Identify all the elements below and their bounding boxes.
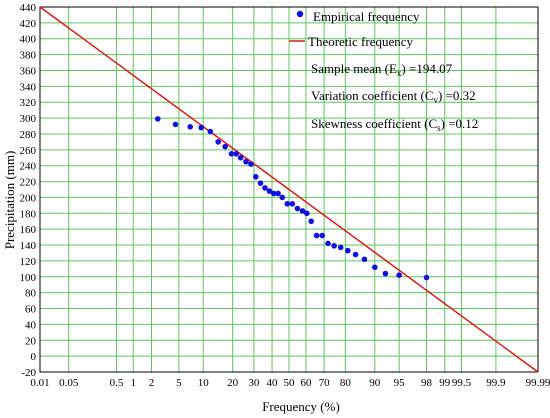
y-tick-label: 60 [25,304,37,316]
plot-area [39,6,539,373]
y-tick-label: 380 [20,50,37,62]
legend-theoretic-label: Theoretic frequency [308,34,414,49]
legend-empirical-marker [296,10,304,18]
x-tick-label: 99.9 [486,377,506,389]
empirical-point [172,121,179,128]
x-tick-label: 70 [319,377,331,389]
stat-sample-mean: Sample mean (Ex) =194.07 [311,61,453,78]
y-tick-label: 360 [20,65,37,77]
empirical-point [294,205,301,212]
x-tick-label: 0.5 [110,377,124,389]
x-tick-label: 20 [227,377,239,389]
y-tick-labels: -20 0 20 40 60 80 100 120 140 160 180 200 220 240 260 2… [20,2,37,379]
y-tick-label: 280 [20,129,37,141]
empirical-point [325,240,331,247]
empirical-point [233,150,239,157]
y-tick-label: 200 [20,192,37,204]
empirical-point [284,200,291,207]
empirical-point [207,128,214,135]
theoretic-frequency-line [39,6,539,373]
x-tick-label: 80 [340,377,352,389]
y-tick-label: 0 [31,351,37,363]
y-tick-label: 420 [20,18,37,30]
empirical-point [423,274,430,281]
empirical-point [308,218,315,225]
x-tick-label: 0.05 [59,377,79,389]
empirical-point [289,200,296,207]
empirical-point [331,243,337,249]
y-tick-label: 220 [20,177,37,189]
empirical-point [198,124,205,131]
x-axis-label: Frequency (%) [262,399,340,414]
empirical-point [279,194,286,201]
y-tick-label: 120 [20,256,37,268]
stat-skewness-coefficient: Skewness coefficient (Cs) =0.12 [311,116,478,133]
empirical-point [243,158,249,165]
empirical-point [396,272,402,278]
empirical-point [275,190,281,197]
theoretic-line-group [39,6,539,373]
legend-empirical-label: Empirical frequency [313,9,420,24]
empirical-point [344,247,351,254]
x-tick-label: 99.5 [452,377,472,389]
x-tick-label: 95 [394,377,406,389]
y-tick-label: 180 [20,208,37,220]
x-tick-label: 99.99 [526,377,550,389]
empirical-point [382,270,389,277]
x-tick-label: 1 [130,377,136,389]
y-tick-label: -20 [21,367,36,379]
y-tick-label: 40 [25,319,37,331]
y-tick-label: 300 [20,113,37,125]
empirical-point [337,244,344,251]
empirical-point [222,143,228,150]
y-tick-label: 100 [20,272,37,284]
empirical-point [253,174,259,180]
y-tick-label: 80 [25,288,37,300]
x-tick-label: 40 [267,377,279,389]
empirical-point [372,264,378,271]
legend: Empirical frequency Theoretic frequency … [289,9,478,133]
empirical-points-group [154,116,430,281]
x-tick-label: 60 [300,377,312,389]
stat-variation-coefficient: Variation coefficient (Cv) =0.32 [311,88,476,105]
y-tick-label: 440 [20,2,37,14]
empirical-point [262,185,268,191]
y-tick-label: 340 [20,81,37,93]
empirical-point [352,251,359,258]
empirical-point [215,139,221,145]
empirical-point [270,190,277,197]
y-tick-label: 240 [20,161,37,173]
empirical-point [257,180,264,186]
x-tick-label: 30 [248,377,260,389]
x-tick-label: 50 [284,377,296,389]
empirical-point [248,161,254,167]
x-tick-label: 10 [198,377,210,389]
empirical-point [299,208,306,214]
empirical-point [313,232,320,239]
x-tick-label: 5 [176,377,182,389]
y-tick-label: 320 [20,97,37,109]
empirical-point [187,124,193,130]
y-tick-label: 160 [20,224,37,236]
y-axis-label: Precipitation (mm) [2,151,17,250]
x-tick-labels: 0.01 0.05 0.5 1 2 5 10 20 30 40 50 60 70 80 90 95 98 99 99… [30,377,550,389]
y-tick-label: 20 [25,335,37,347]
x-tick-label: 98 [421,377,433,389]
x-tick-label: 2 [149,377,155,389]
empirical-point [319,232,325,239]
y-tick-label: 400 [20,34,37,46]
y-tick-label: 140 [20,240,37,252]
y-tick-label: 260 [20,145,37,157]
x-tick-label: 0.01 [30,377,49,389]
empirical-point [237,154,244,161]
empirical-point [361,256,368,263]
empirical-point [154,116,161,122]
x-tick-label: 99 [439,377,451,389]
empirical-point [266,188,273,194]
empirical-point [228,150,235,157]
empirical-point [304,210,310,217]
x-tick-label: 90 [369,377,381,389]
